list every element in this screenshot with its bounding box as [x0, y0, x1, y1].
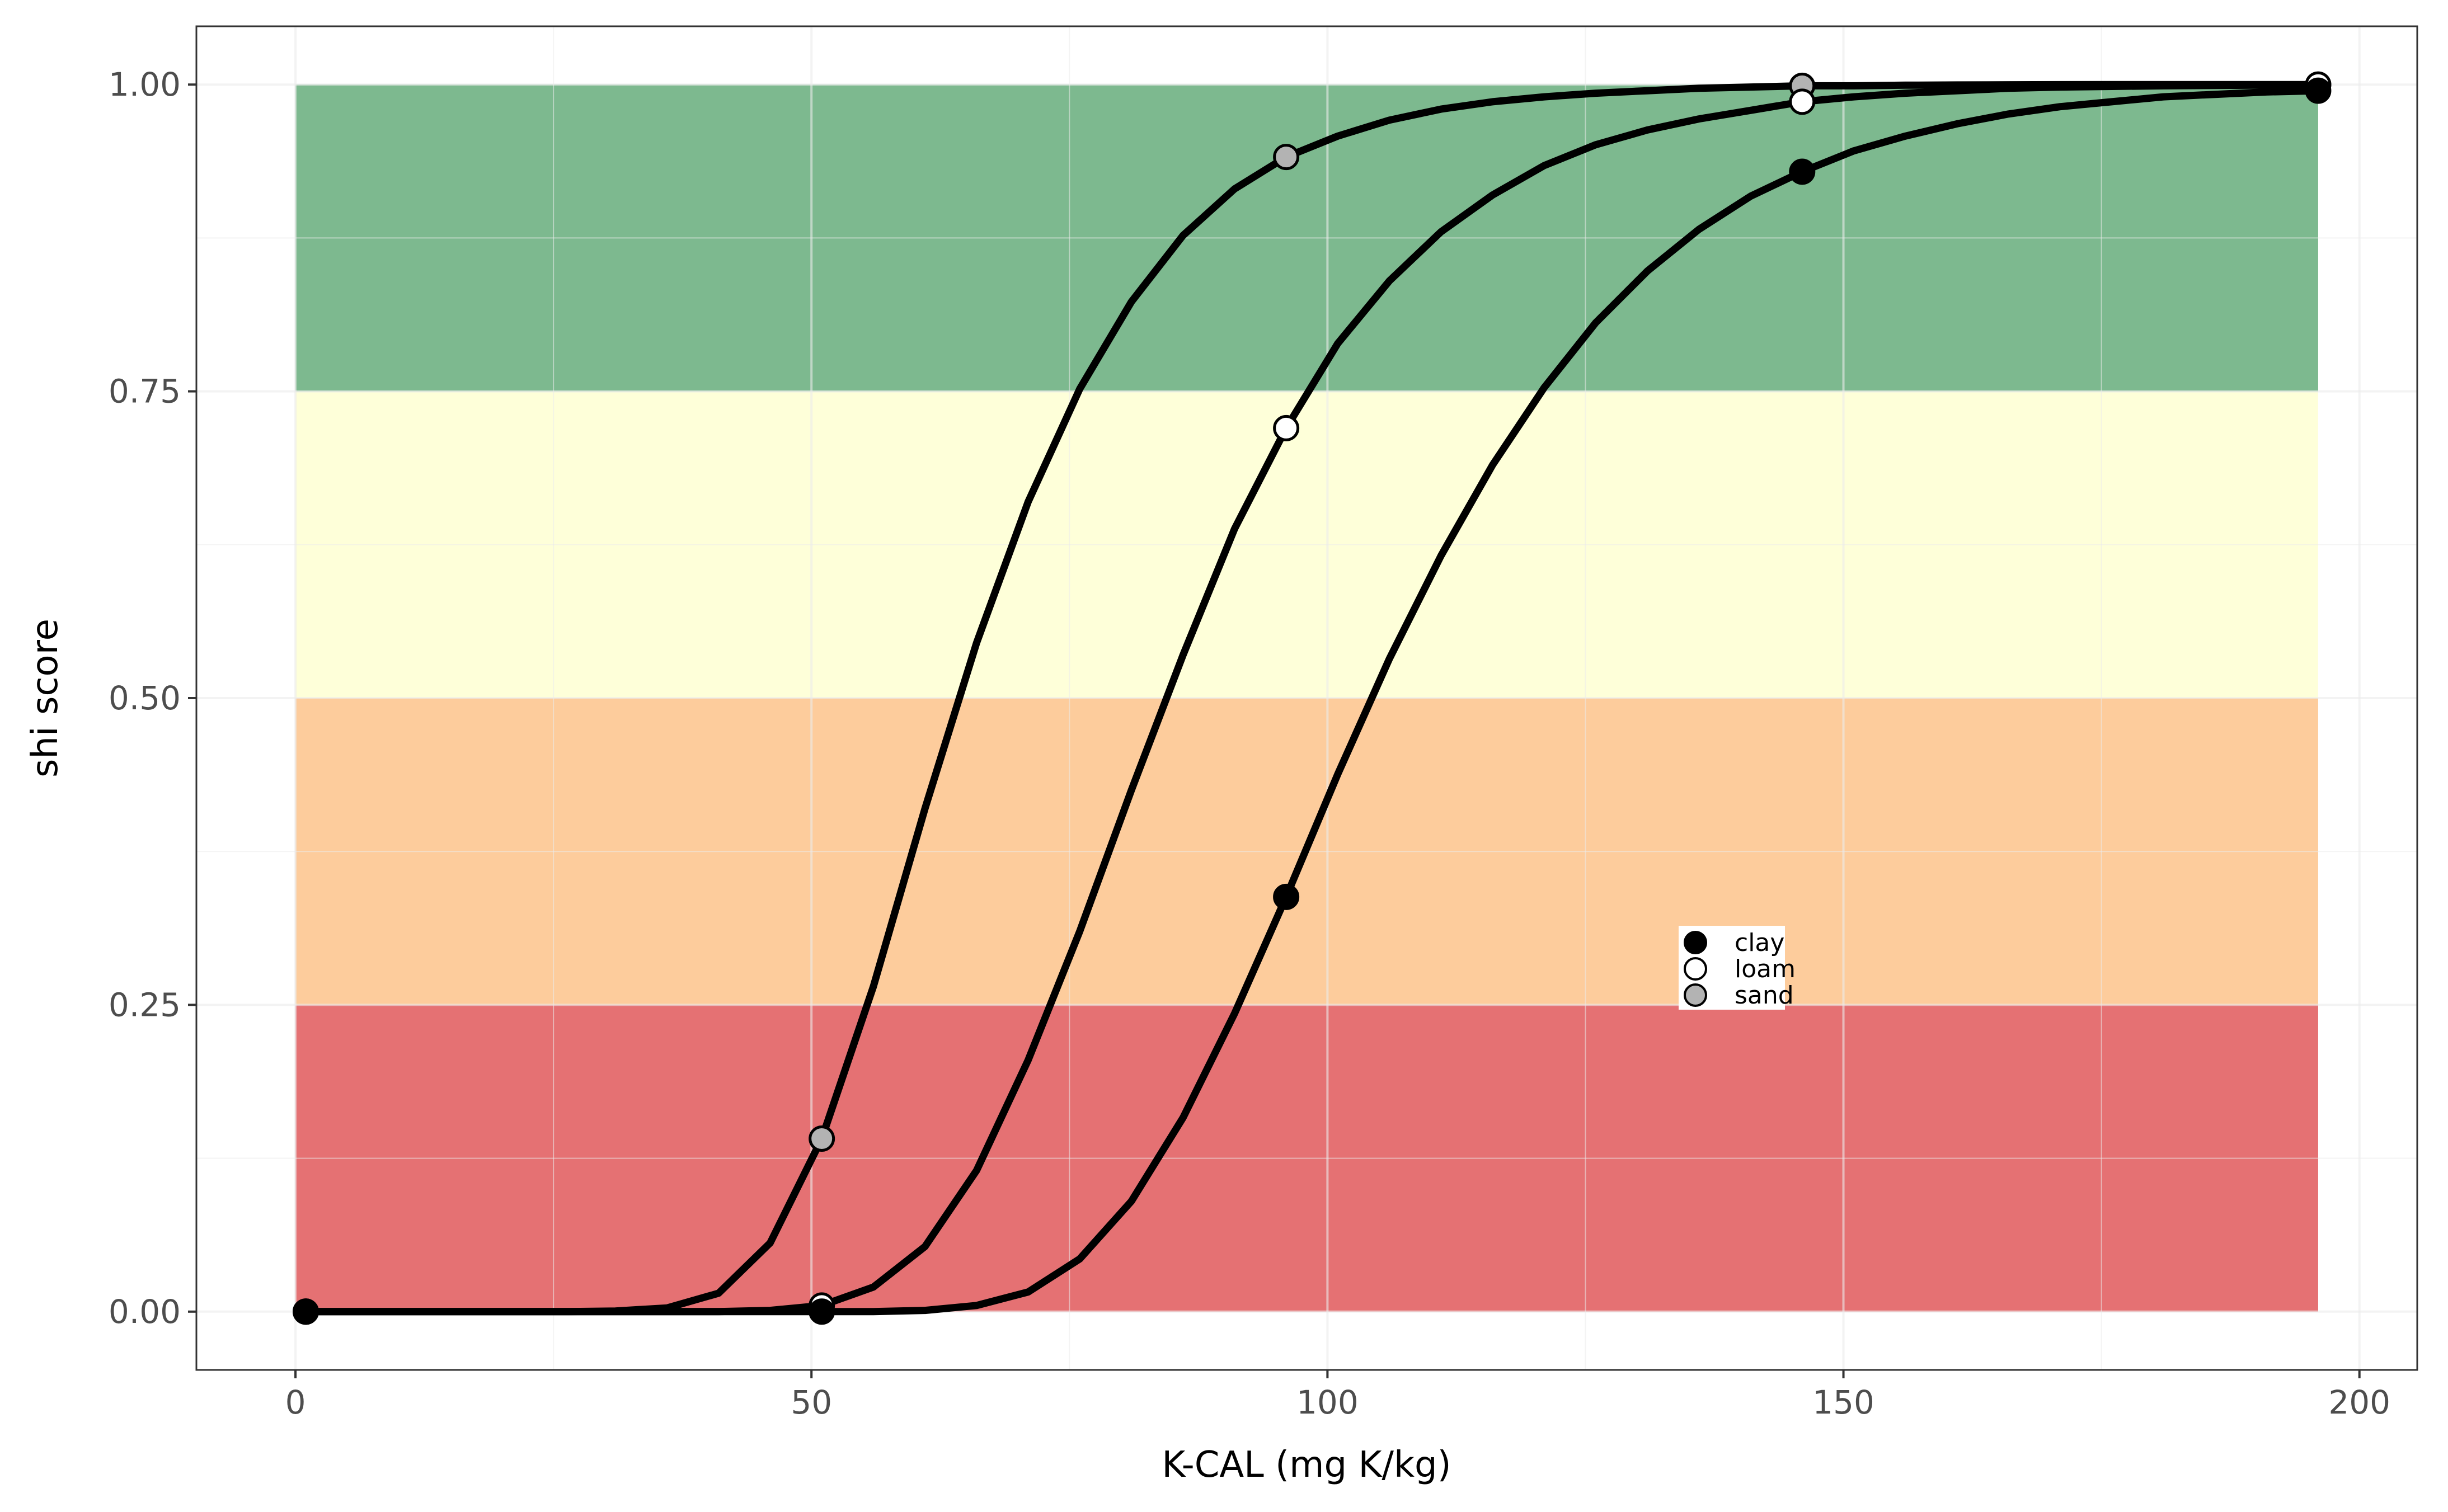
y-tick-label: 1.00: [109, 65, 181, 103]
y-tick-label: 0.75: [109, 373, 181, 411]
legend-key-clay: [1684, 931, 1707, 954]
point-clay: [292, 1298, 319, 1325]
series-line-clay: [302, 87, 2322, 1316]
point-clay: [2305, 77, 2332, 104]
x-axis-title: K-CAL (mg K/kg): [1162, 1444, 1451, 1486]
legend-key-loam: [1684, 957, 1707, 981]
point-clay: [809, 1298, 835, 1325]
x-tick-label: 0: [285, 1383, 306, 1421]
series-lines: [302, 81, 2322, 1316]
point-loam: [1273, 414, 1300, 441]
point-sand: [809, 1125, 835, 1152]
grid: [196, 26, 2417, 1370]
y-tick-label: 0.50: [109, 679, 181, 717]
point-loam: [1789, 88, 1816, 115]
point-clay: [1273, 883, 1300, 910]
x-tick-label: 200: [2328, 1383, 2390, 1421]
legend-label-loam: loam: [1735, 955, 1796, 983]
x-axis: 0 50 100 150 200: [285, 1370, 2390, 1421]
x-tick-label: 100: [1296, 1383, 1359, 1421]
y-tick-label: 0.00: [109, 1293, 181, 1331]
y-axis: 0.00 0.25 0.50 0.75 1.00: [109, 65, 196, 1331]
point-sand: [1273, 144, 1300, 171]
point-clay: [1789, 158, 1816, 185]
y-axis-title: shi score: [25, 619, 66, 778]
x-tick-label: 50: [791, 1383, 832, 1421]
x-tick-label: 150: [1812, 1383, 1874, 1421]
legend-label-sand: sand: [1735, 981, 1794, 1010]
legend-key-sand: [1684, 983, 1707, 1007]
series-markers: [292, 71, 2332, 1325]
legend-label-clay: clay: [1735, 929, 1784, 957]
y-tick-label: 0.25: [109, 986, 181, 1024]
